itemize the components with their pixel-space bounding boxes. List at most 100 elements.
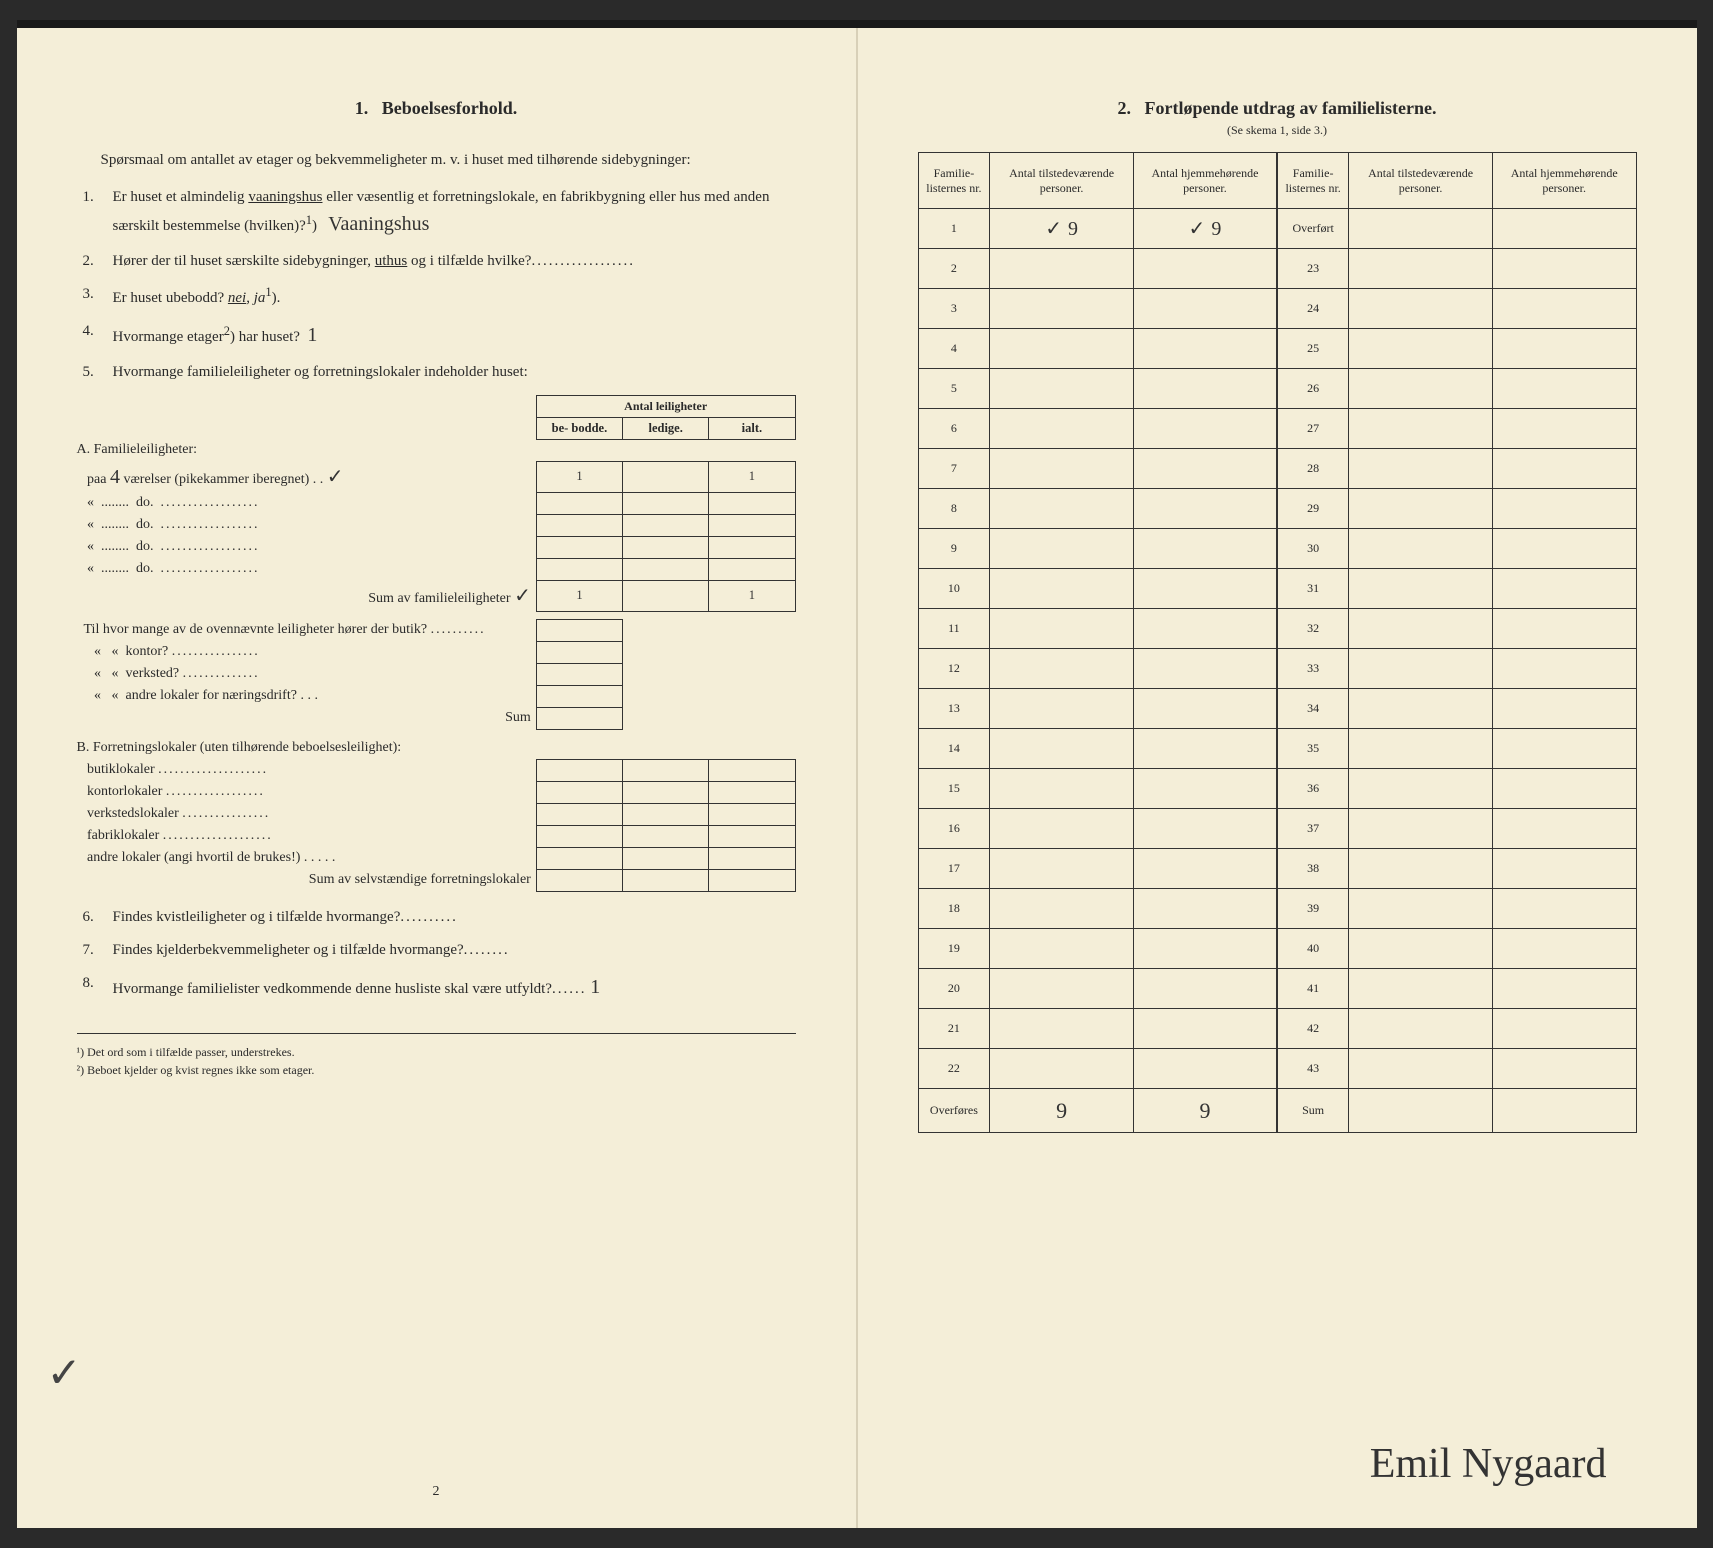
a1rooms: 4 [110,466,120,488]
fam-r-til [1349,1049,1493,1089]
fam-l-til [990,569,1134,609]
overfores: Overføres [918,1089,990,1133]
fam-l-hjem [1133,649,1277,689]
q1-vaan: vaaningshus [248,189,322,205]
q2-fill: .................. [531,253,635,269]
signature: Emil Nygaard [1370,1440,1607,1488]
h-hjem-l: Antal hjemmehørende personer. [1133,153,1277,209]
footnotes: ¹) Det ord som i tilfælde passer, unders… [77,1033,796,1078]
fam-r-nr: 32 [1277,609,1349,649]
do4: do. [136,539,154,554]
sum-label: Sum [1277,1089,1349,1133]
do3: do. [136,517,154,532]
fam-r-til [1349,449,1493,489]
fam-l-nr: 1 [918,209,990,249]
fam-r-til [1349,689,1493,729]
fam-r-til [1349,1009,1493,1049]
oven-andre: « « andre lokaler for næringsdrift? . . … [77,685,537,707]
fam-l-hjem [1133,689,1277,729]
B-butik: butiklokaler .................... [77,759,537,781]
fam-l-nr: 10 [918,569,990,609]
left-section-no: 1. [355,98,369,118]
q8t: Hvormange familielister vedkommende denn… [113,981,552,997]
B-verk: verkstedslokaler ................ [77,803,537,825]
fam-l-hjem [1133,529,1277,569]
fam-r-hjem [1492,809,1636,849]
do2: do. [136,495,154,510]
fam-r-nr: 36 [1277,769,1349,809]
A-do3: « ........ do. .................. [77,514,537,536]
q3-nei: nei [228,290,246,306]
fam-l-nr: 17 [918,849,990,889]
q7t: Findes kjelderbekvemmeligheter og i tilf… [113,942,464,958]
q2-a: Hører der til huset særskilte sidebygnin… [113,253,375,269]
fn1: ¹) Det ord som i tilfælde passer, unders… [77,1045,796,1060]
fam-r-til [1349,489,1493,529]
fam-l-til [990,689,1134,729]
fam-l-hjem: ✓ 9 [1133,209,1277,249]
fam-l-nr: 20 [918,969,990,1009]
h-nr-r: Familie- listernes nr. [1277,153,1349,209]
fam-r-til [1349,409,1493,449]
fam-r-hjem [1492,969,1636,1009]
fam-l-til [990,1009,1134,1049]
fam-r-hjem [1492,369,1636,409]
a1b: værelser (pikekammer iberegnet) . . [120,472,323,487]
q2-b: og i tilfælde hvilke? [407,253,531,269]
fam-r-til [1349,809,1493,849]
family-table: Familie- listernes nr. Antal tilstedevær… [918,152,1637,1133]
fam-l-nr: 9 [918,529,990,569]
fam-r-hjem [1492,769,1636,809]
q8a: 1 [590,976,600,998]
tot-a: 9 [990,1089,1134,1133]
q4: 4. Hvormange etager2) har huset? 1 [113,320,796,351]
A-do5: « ........ do. .................. [77,558,537,580]
page-right: 2. Fortløpende utdrag av familielisterne… [857,28,1697,1528]
fam-r-hjem [1492,489,1636,529]
fam-l-hjem [1133,289,1277,329]
A-do4: « ........ do. .................. [77,536,537,558]
fam-r-nr: 39 [1277,889,1349,929]
fam-l-hjem [1133,969,1277,1009]
fam-r-nr: 27 [1277,409,1349,449]
col-bebodde: be- bodde. [536,417,622,439]
fam-l-hjem [1133,849,1277,889]
fam-l-hjem [1133,729,1277,769]
h-hjem-r: Antal hjemmehørende personer. [1492,153,1636,209]
page-left: 1. Beboelsesforhold. Spørsmaal om antall… [17,28,857,1528]
a1v2 [623,461,709,492]
fam-l-hjem [1133,809,1277,849]
fam-l-til [990,329,1134,369]
q7n: 7. [83,939,94,962]
q7: 7.Findes kjelderbekvemmeligheter og i ti… [113,939,796,962]
fam-l-hjem [1133,329,1277,369]
fam-l-hjem [1133,249,1277,289]
left-section-title: Beboelsesforhold. [382,98,518,118]
fam-r-nr: 35 [1277,729,1349,769]
q1-sup: 1 [306,213,312,227]
fam-l-til [990,489,1134,529]
fam-l-nr: 7 [918,449,990,489]
fam-l-nr: 14 [918,729,990,769]
fam-r-hjem [1492,609,1636,649]
fam-l-nr: 15 [918,769,990,809]
fam-r-nr: 24 [1277,289,1349,329]
oven-verk: « « verksted? .............. [77,663,537,685]
fam-r-til [1349,649,1493,689]
fam-l-nr: 21 [918,1009,990,1049]
bv: verkstedslokaler [87,806,179,821]
fam-r-hjem [1492,209,1636,249]
col-ialt: ialt. [709,417,795,439]
h-til-r: Antal tilstedeværende personer. [1349,153,1493,209]
fam-l-til [990,649,1134,689]
B-andre: andre lokaler (angi hvortil de brukes!) … [77,847,537,869]
fam-l-nr: 12 [918,649,990,689]
q5-text: Hvormange familieleiligheter og forretni… [113,364,528,380]
col-ledige: ledige. [623,417,709,439]
fam-l-til [990,1049,1134,1089]
fam-l-nr: 2 [918,249,990,289]
A-sum: Sum av familieleiligheter ✓ [77,580,537,611]
leilighet-table: Antal leiligheter be- bodde. ledige. ial… [77,395,796,892]
fam-l-hjem [1133,769,1277,809]
fam-r-nr: 23 [1277,249,1349,289]
